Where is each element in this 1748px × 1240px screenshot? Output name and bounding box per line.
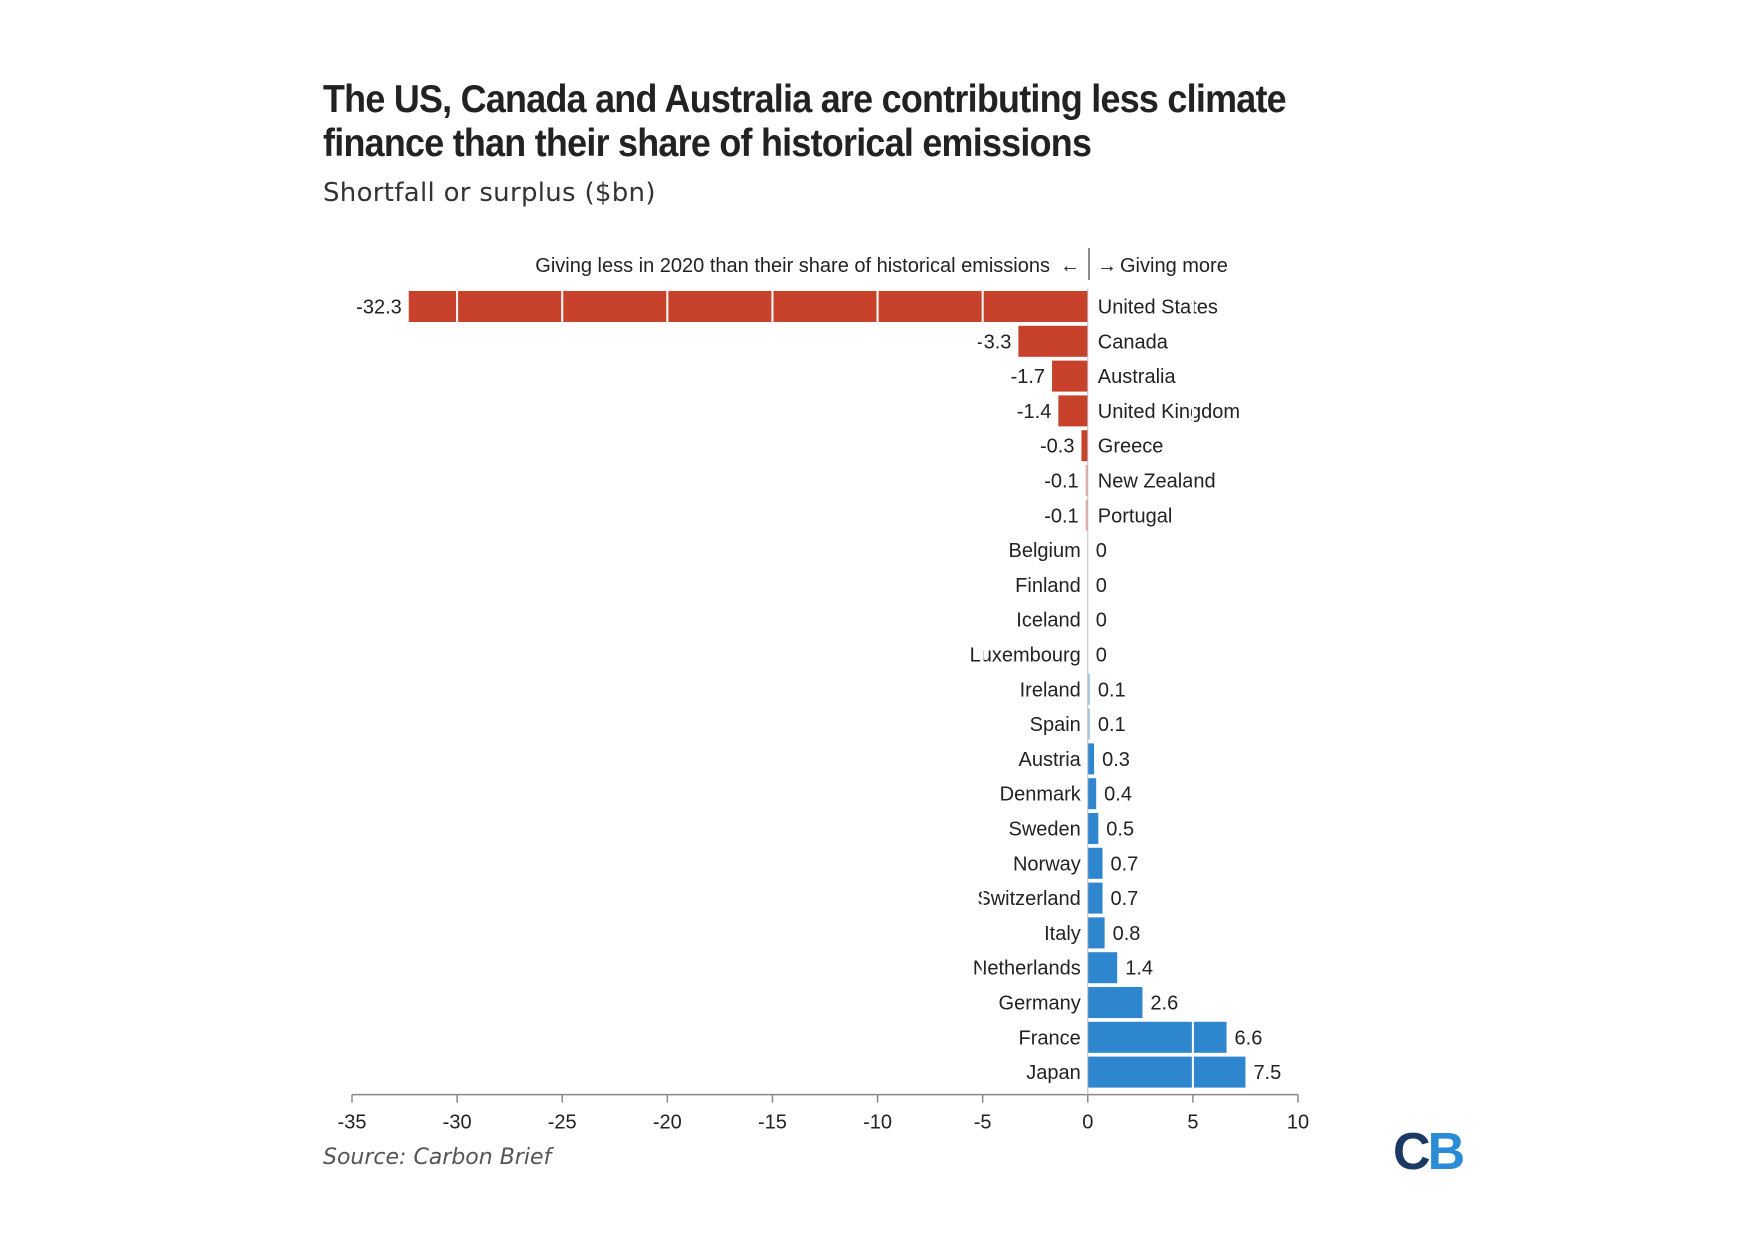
bar-spain bbox=[1087, 708, 1090, 740]
value-label-luxembourg: 0 bbox=[1096, 645, 1107, 667]
bar-norway bbox=[1087, 847, 1103, 879]
value-label-japan: 7.5 bbox=[1253, 1062, 1281, 1084]
x-tick-label: -15 bbox=[758, 1112, 787, 1134]
bar-australia bbox=[1052, 360, 1088, 392]
value-label-italy: 0.8 bbox=[1113, 923, 1141, 945]
category-label-netherlands: Netherlands bbox=[973, 958, 1081, 980]
category-label-italy: Italy bbox=[1044, 923, 1081, 945]
value-label-austria: 0.3 bbox=[1102, 749, 1130, 771]
bar-austria bbox=[1087, 743, 1095, 775]
bar-netherlands bbox=[1087, 952, 1118, 984]
arrow-right-icon: → bbox=[1097, 255, 1117, 277]
source-note: Source: Carbon Brief bbox=[323, 1145, 552, 1170]
x-tick-label: 0 bbox=[1082, 1112, 1093, 1134]
bar-sweden bbox=[1087, 813, 1099, 844]
bar-portugal bbox=[1085, 499, 1088, 531]
x-tick-label: -10 bbox=[863, 1112, 892, 1134]
value-label-united-states: -32.3 bbox=[356, 297, 402, 319]
chart-title: The US, Canada and Australia are contrib… bbox=[323, 78, 1287, 165]
value-label-norway: 0.7 bbox=[1110, 853, 1138, 875]
x-tick-label: -35 bbox=[338, 1112, 367, 1134]
value-label-france: 6.6 bbox=[1235, 1027, 1263, 1049]
bar-united-states bbox=[408, 291, 1088, 322]
value-label-sweden: 0.5 bbox=[1106, 819, 1134, 841]
bar-denmark bbox=[1087, 778, 1097, 810]
bar-japan bbox=[1087, 1056, 1246, 1088]
category-label-norway: Norway bbox=[1013, 853, 1081, 875]
value-label-netherlands: 1.4 bbox=[1125, 958, 1153, 980]
value-label-united-kingdom: -1.4 bbox=[1017, 401, 1051, 423]
category-label-sweden: Sweden bbox=[1008, 819, 1080, 841]
value-label-new-zealand: -0.1 bbox=[1044, 471, 1078, 493]
annotation-giving-more: Giving more bbox=[1120, 255, 1228, 277]
category-label-australia: Australia bbox=[1098, 366, 1177, 388]
category-label-finland: Finland bbox=[1015, 575, 1081, 597]
value-label-denmark: 0.4 bbox=[1104, 784, 1132, 806]
carbon-brief-logo: CB bbox=[1393, 1122, 1466, 1182]
category-label-new-zealand: New Zealand bbox=[1098, 471, 1216, 493]
x-tick-label: 5 bbox=[1187, 1112, 1198, 1134]
bar-united-kingdom bbox=[1058, 395, 1088, 427]
category-label-ireland: Ireland bbox=[1020, 679, 1081, 701]
category-label-canada: Canada bbox=[1098, 331, 1169, 353]
category-label-portugal: Portugal bbox=[1098, 505, 1173, 527]
category-label-belgium: Belgium bbox=[1009, 540, 1081, 562]
bar-switzerland bbox=[1087, 882, 1103, 914]
category-label-denmark: Denmark bbox=[1000, 784, 1082, 806]
category-label-spain: Spain bbox=[1030, 714, 1081, 736]
category-label-greece: Greece bbox=[1098, 436, 1164, 458]
bar-ireland bbox=[1087, 673, 1090, 705]
value-label-iceland: 0 bbox=[1096, 610, 1107, 632]
value-label-ireland: 0.1 bbox=[1098, 679, 1126, 701]
chart-subtitle: Shortfall or surplus ($bn) bbox=[323, 178, 656, 208]
bar-new-zealand bbox=[1085, 465, 1088, 496]
value-label-belgium: 0 bbox=[1096, 540, 1107, 562]
category-label-switzerland: Switzerland bbox=[977, 888, 1080, 910]
category-label-luxembourg: Luxembourg bbox=[970, 645, 1081, 667]
bar-germany bbox=[1087, 987, 1143, 1018]
x-tick-label: -20 bbox=[653, 1112, 682, 1134]
x-tick-label: 10 bbox=[1287, 1112, 1309, 1134]
category-label-japan: Japan bbox=[1026, 1062, 1081, 1084]
annotation-giving-less: Giving less in 2020 than their share of … bbox=[535, 255, 1050, 277]
category-label-austria: Austria bbox=[1019, 749, 1082, 771]
category-label-germany: Germany bbox=[999, 993, 1081, 1015]
value-label-greece: -0.3 bbox=[1040, 436, 1074, 458]
value-label-germany: 2.6 bbox=[1150, 993, 1178, 1015]
x-tick-label: -5 bbox=[974, 1112, 992, 1134]
value-label-australia: -1.7 bbox=[1011, 366, 1045, 388]
arrow-left-icon: ← bbox=[1060, 255, 1080, 277]
x-tick-label: -30 bbox=[443, 1112, 472, 1134]
category-label-united-kingdom: United Kingdom bbox=[1098, 401, 1240, 423]
value-label-spain: 0.1 bbox=[1098, 714, 1126, 736]
category-label-iceland: Iceland bbox=[1016, 610, 1081, 632]
value-label-portugal: -0.1 bbox=[1044, 505, 1078, 527]
category-label-france: France bbox=[1019, 1027, 1081, 1049]
bar-canada bbox=[1018, 325, 1088, 357]
bar-italy bbox=[1087, 917, 1105, 949]
logo-letter-b: B bbox=[1427, 1123, 1466, 1181]
x-tick-label: -25 bbox=[548, 1112, 577, 1134]
logo-letter-c: C bbox=[1393, 1123, 1431, 1181]
bar-greece bbox=[1081, 430, 1088, 462]
category-label-united-states: United States bbox=[1098, 297, 1218, 319]
bar-france bbox=[1087, 1021, 1227, 1053]
value-label-switzerland: 0.7 bbox=[1110, 888, 1138, 910]
value-label-finland: 0 bbox=[1096, 575, 1107, 597]
value-label-canada: -3.3 bbox=[977, 331, 1011, 353]
